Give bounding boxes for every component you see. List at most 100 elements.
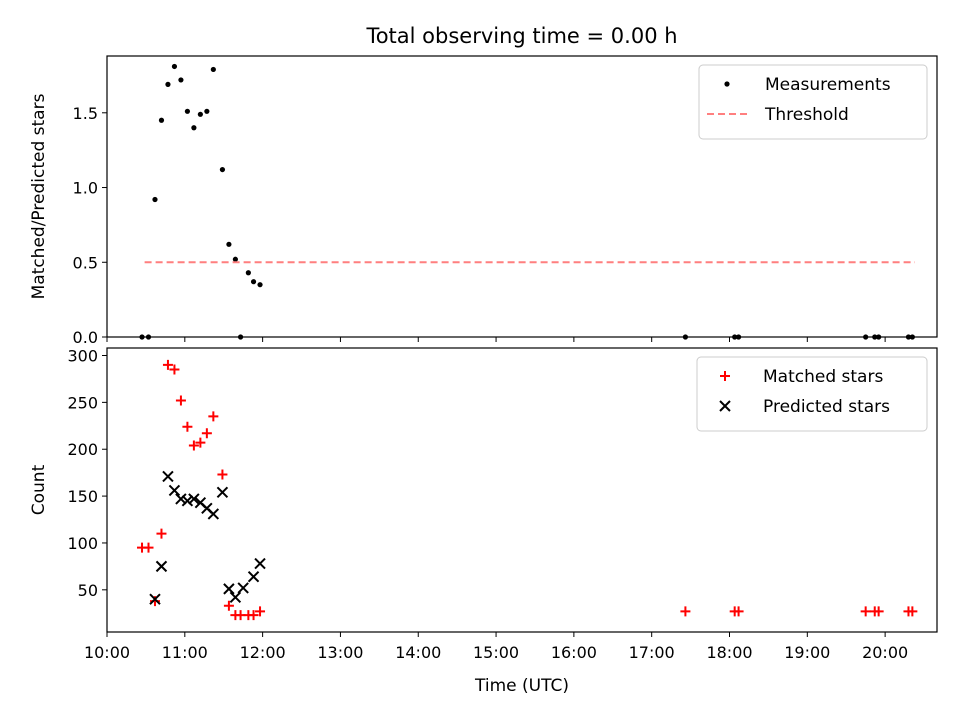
data-point [184,108,191,114]
x-tick-label: 18:00 [706,643,752,662]
axes-frame [106,347,938,633]
x-tick-label: 20:00 [862,643,908,662]
data-point [175,395,186,406]
data-point [226,241,232,247]
data-point [210,66,216,73]
data-point [165,81,171,87]
x-tick-label: 17:00 [629,643,675,662]
data-point [181,495,194,507]
x-axis-label: Time (UTC) [474,676,569,696]
x-tick-label: 11:00 [162,643,208,662]
data-point [909,334,915,340]
legend-box [698,64,928,140]
data-point [217,469,228,480]
data-point [680,606,691,617]
plot-area [139,63,915,340]
legend: Matched stars Predicted stars [696,356,928,432]
data-point [149,593,161,605]
data-point [155,560,168,573]
data-point [182,421,193,432]
data-point [245,270,251,276]
legend-swatch [719,400,731,412]
axes-frame [106,55,938,338]
y-tick-label: 0.5 [73,253,98,272]
data-point [204,108,210,114]
legend-swatch [724,81,730,87]
data-point [171,63,178,70]
y-tick-label: 1.5 [73,104,98,123]
x-tick-label: 13:00 [317,643,363,662]
y-tick-label: 100 [67,534,98,553]
y-tick-label: 0.0 [73,328,98,347]
data-point [162,359,173,370]
legend-box [696,356,928,432]
data-point [191,125,197,131]
data-point [149,596,160,607]
data-point [732,334,738,340]
data-point [907,606,918,617]
data-point [237,582,249,594]
x-tick-label: 14:00 [395,643,441,662]
data-point [156,528,167,539]
data-point [223,600,234,611]
data-point [873,606,884,617]
data-point [250,279,257,285]
data-point [139,334,145,340]
data-point [175,493,187,505]
data-point [735,334,742,340]
x-tick-label: 19:00 [784,643,830,662]
y-tick-label: 300 [67,346,98,365]
legend-swatch [720,371,730,381]
data-point [201,428,212,439]
data-point [162,470,174,483]
data-point [257,282,263,288]
data-point [905,334,912,340]
data-point [143,542,154,553]
legend: Measurements Threshold [698,64,928,140]
data-point [682,334,689,340]
y-axis-label: Count [29,464,49,515]
x-tick-label: 10:00 [84,643,130,662]
data-point [188,493,200,505]
data-point [169,364,180,375]
legend-label: Threshold [764,105,849,125]
data-point [254,557,266,570]
data-point [195,437,206,448]
x-tick-label: 16:00 [551,643,597,662]
plot-area [137,359,918,621]
data-point [863,334,869,340]
x-tick-label: 15:00 [473,643,519,662]
data-point [208,411,219,422]
data-point [860,606,871,617]
data-point [247,570,260,583]
data-point [876,334,882,340]
data-point [152,196,158,203]
top-panel: 0.0 0.5 1.0 1.5 Total observing time = 0.00 … [29,24,938,347]
chart-title: Total observing time = 0.00 h [365,24,677,48]
legend-label: Predicted stars [763,397,890,417]
y-tick-label: 1.0 [73,179,98,198]
data-point [872,334,878,340]
y-tick-label: 150 [67,487,98,506]
data-point [232,256,238,262]
data-point [207,508,220,520]
data-point [145,334,152,340]
data-point [168,484,181,497]
y-tick-label: 200 [67,440,98,459]
y-tick-label: 50 [78,581,98,600]
data-point [237,334,244,340]
data-point [229,591,242,604]
data-point [223,583,235,595]
data-point [188,440,199,451]
data-point [197,111,203,117]
data-point [178,77,184,83]
bottom-panel: 10:00 11:00 12:00 13:00 14:00 15:00 16:00 17:00… [29,346,938,696]
data-point [216,486,229,499]
y-tick-label: 250 [67,393,98,412]
data-point [248,610,259,621]
data-point [219,166,226,173]
data-point [158,117,165,123]
data-point [255,606,266,617]
data-point [733,606,744,617]
